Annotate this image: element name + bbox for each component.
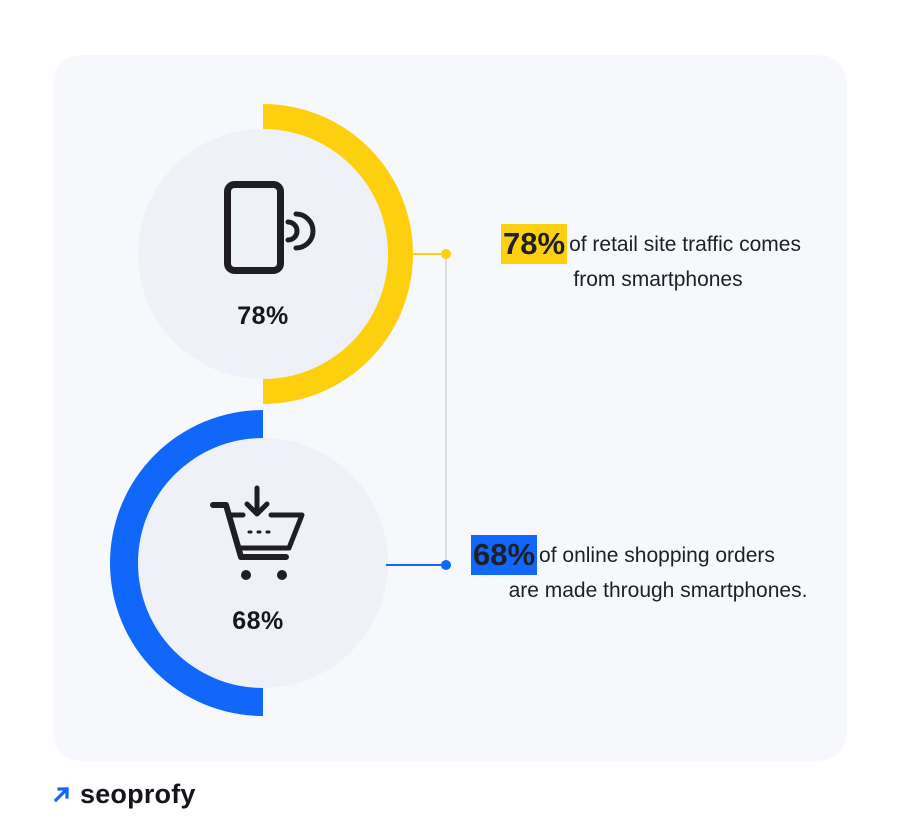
traffic-description-line1: 78% of retail site traffic comes (471, 224, 831, 264)
orders-value-label: 68% (232, 607, 284, 635)
orders-circle (138, 438, 388, 688)
orders-description: 68% of online shopping orders are made th… (471, 535, 841, 607)
orders-highlight: 68% (471, 535, 538, 575)
traffic-highlight: 78% (501, 224, 568, 264)
orders-connector-dot (441, 560, 451, 570)
arrow-up-right-icon (53, 786, 70, 803)
shopping-cart-download-icon (210, 485, 305, 580)
orders-line1-text: of online shopping orders (539, 544, 775, 567)
traffic-description: 78% of retail site traffic comes from sma… (471, 224, 831, 296)
orders-ring (110, 410, 263, 716)
traffic-description-line2: from smartphones (573, 268, 743, 291)
brand-name: seoprofy (80, 778, 196, 809)
brand-logo: seoprofy (52, 774, 196, 814)
traffic-circle (138, 129, 388, 379)
orders-description-line2: are made through smartphones. (508, 579, 808, 602)
traffic-line1-text: of retail site traffic comes (569, 233, 801, 256)
orders-description-line1: 68% of online shopping orders (471, 535, 841, 575)
smartphone-icon (224, 181, 316, 274)
traffic-value-label: 78% (237, 302, 289, 330)
traffic-connector-dot (441, 249, 451, 259)
traffic-ring (263, 104, 413, 404)
